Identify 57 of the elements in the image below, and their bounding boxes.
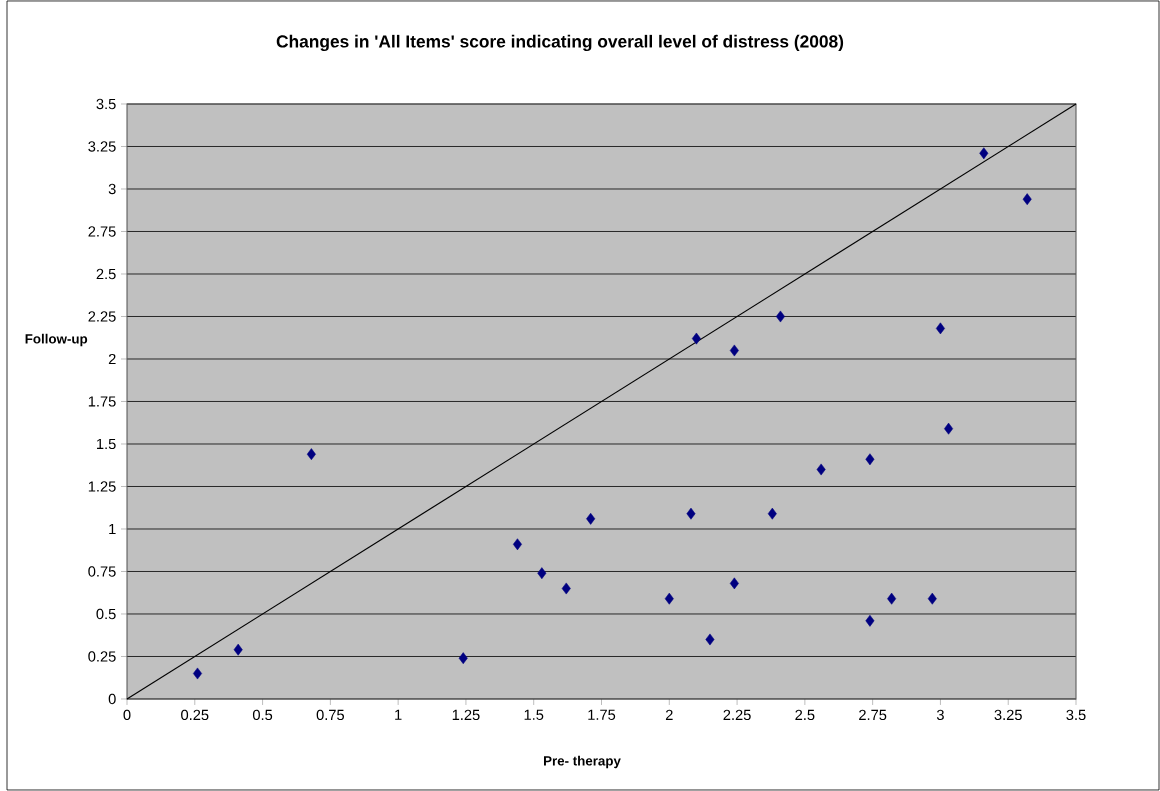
x-tick-label: 3.5 xyxy=(1066,709,1086,721)
point xyxy=(561,582,571,595)
point xyxy=(686,507,696,520)
x-axis-title: Pre- therapy xyxy=(544,755,621,769)
x-tick-label: 2.75 xyxy=(859,709,887,721)
y-tick-label: 3 xyxy=(108,183,116,195)
y-tick-label: 0 xyxy=(108,693,116,705)
point xyxy=(537,567,547,580)
point xyxy=(691,332,701,345)
x-tick-label: 0.25 xyxy=(181,709,209,721)
y-tick-label: 2 xyxy=(108,353,116,365)
x-tick-label: 0.5 xyxy=(252,709,273,721)
point xyxy=(306,448,316,461)
point xyxy=(865,614,875,627)
point xyxy=(935,322,945,335)
y-tick-label: 2.5 xyxy=(96,268,116,280)
point xyxy=(729,344,739,357)
x-tick-label: 1.5 xyxy=(524,709,544,720)
x-tick-label: 2.5 xyxy=(795,709,815,721)
y-tick-label: 1.5 xyxy=(97,438,116,450)
x-tick-label: 2.25 xyxy=(723,709,751,721)
y-axis-title: Follow-up xyxy=(25,333,88,347)
point xyxy=(775,310,785,323)
y-tick-label: 0.25 xyxy=(88,651,116,662)
point xyxy=(512,538,522,551)
y-tick-label: 1 xyxy=(109,523,116,535)
y-tick-label: 1.25 xyxy=(88,481,116,492)
point xyxy=(865,453,875,466)
x-tick-label: 1 xyxy=(395,709,402,720)
x-tick-label: 0.75 xyxy=(316,709,345,721)
x-tick-label: 3 xyxy=(936,709,944,721)
y-tick-label: 3.25 xyxy=(88,141,116,152)
x-tick-label: 0 xyxy=(123,709,131,721)
point xyxy=(927,592,937,605)
point xyxy=(233,643,243,656)
point xyxy=(458,652,468,665)
point xyxy=(887,592,897,605)
x-tick-label: 3.25 xyxy=(994,709,1022,721)
point xyxy=(1022,193,1032,206)
y-tick-label: 1.75 xyxy=(88,396,116,407)
point xyxy=(586,512,596,525)
point xyxy=(767,507,777,520)
point xyxy=(816,463,826,476)
chart-title: Changes in 'All Items' score indicating overall level of distress (2008) xyxy=(276,34,844,52)
x-tick-label: 2 xyxy=(665,709,673,720)
y-tick-label: 0.75 xyxy=(88,566,116,577)
x-tick-label: 1.25 xyxy=(452,709,480,721)
point xyxy=(729,577,739,590)
y-tick-label: 2.25 xyxy=(88,311,116,322)
x-tick-label: 1.75 xyxy=(588,709,616,720)
y-tick-label: 0.5 xyxy=(96,608,116,620)
y-tick-label: 3.5 xyxy=(96,98,116,110)
point xyxy=(944,422,954,435)
point xyxy=(664,592,674,605)
point xyxy=(705,633,715,646)
y-tick-label: 2.75 xyxy=(88,226,116,237)
point xyxy=(979,147,989,160)
